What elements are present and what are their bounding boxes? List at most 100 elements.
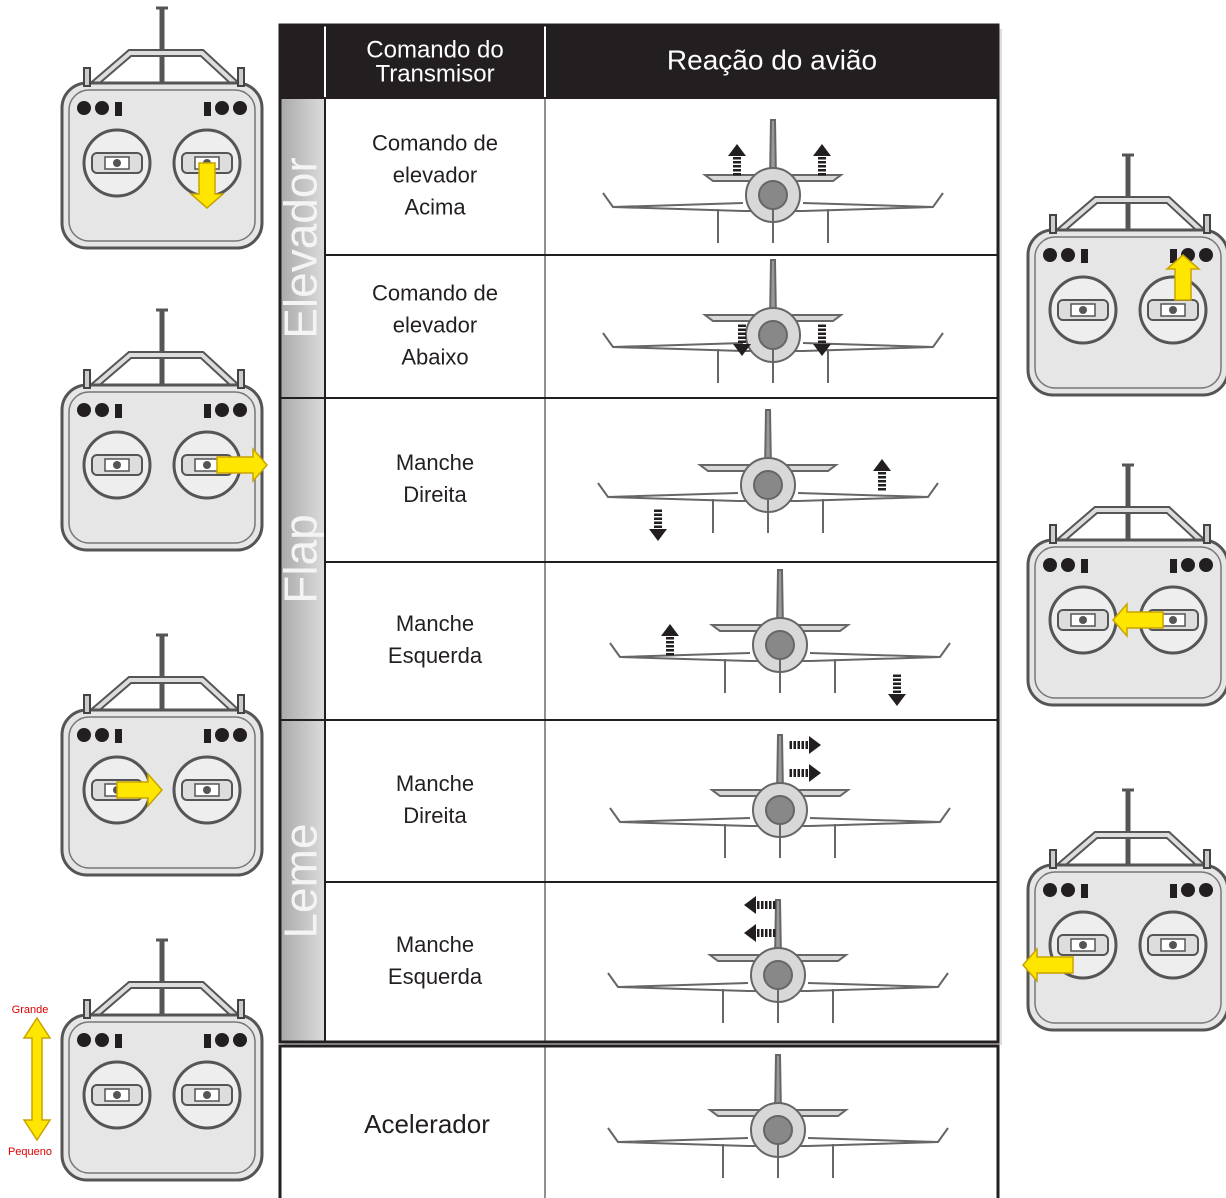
arrow-stripe	[805, 769, 808, 777]
engine	[765, 630, 795, 660]
knob	[1061, 558, 1075, 572]
command-text: Comando de	[372, 130, 498, 155]
transmitter	[60, 6, 264, 250]
handle	[1051, 198, 1210, 239]
command-text: Manche	[396, 450, 474, 475]
transmitter	[1026, 153, 1226, 397]
command-text: elevador	[393, 312, 477, 337]
engine	[765, 795, 795, 825]
body-inner	[68, 1021, 256, 1174]
arrow-stripe	[818, 324, 826, 327]
row-cell	[324, 881, 999, 1043]
stick	[113, 1091, 121, 1099]
header-command: Transmisor	[375, 60, 494, 87]
arrow-head	[733, 344, 751, 356]
group-label: Elevador	[275, 157, 327, 339]
arrow-head	[809, 736, 821, 754]
arrow-stripe	[666, 637, 674, 640]
arrow-head	[728, 144, 746, 156]
switch	[83, 369, 91, 389]
command-text: Manche	[396, 771, 474, 796]
throttle-high: Grande	[12, 1004, 49, 1016]
switch-block	[1081, 884, 1088, 898]
switch-block	[204, 404, 211, 418]
motion-arrow	[728, 144, 746, 176]
arrow-stripe	[789, 741, 792, 749]
arrow-stripe	[761, 901, 764, 909]
body-inner	[68, 716, 256, 869]
handle	[85, 353, 244, 394]
handle	[1051, 833, 1210, 874]
switch	[83, 694, 91, 714]
motion-arrow	[789, 764, 821, 782]
engine	[758, 180, 788, 210]
stick	[1079, 306, 1087, 314]
knob	[1199, 558, 1213, 572]
motion-arrow	[888, 674, 906, 706]
row-cell	[324, 397, 999, 563]
engine	[753, 470, 783, 500]
knob	[95, 403, 109, 417]
arrow	[1112, 602, 1164, 638]
arrow-stripe	[818, 332, 826, 335]
arrow-stripe	[793, 769, 796, 777]
throttle-row	[278, 1044, 1000, 1198]
arrow-stripe	[666, 645, 674, 648]
knob	[233, 728, 247, 742]
arrow-head	[888, 694, 906, 706]
switch-block	[115, 729, 122, 743]
knob	[1061, 883, 1075, 897]
arrow-stripe	[818, 173, 826, 176]
stick	[1169, 941, 1177, 949]
switch	[1049, 524, 1057, 544]
knob	[233, 403, 247, 417]
stick	[203, 461, 211, 469]
arrow-stripe	[797, 769, 800, 777]
switch-block	[204, 729, 211, 743]
group-cell	[279, 397, 326, 721]
knob	[1181, 883, 1195, 897]
arrow-stripe	[818, 336, 826, 339]
switch-block	[1170, 249, 1177, 263]
switch-block	[115, 404, 122, 418]
switch-block	[115, 102, 122, 116]
knob	[95, 101, 109, 115]
switch	[1203, 849, 1211, 869]
knob	[1043, 248, 1057, 262]
body-inner	[1034, 871, 1222, 1024]
knob	[1199, 248, 1213, 262]
command-text: Direita	[403, 803, 467, 828]
knob	[1181, 558, 1195, 572]
arrow-stripe	[878, 480, 886, 483]
knob	[215, 728, 229, 742]
throttle-command: Acelerador	[364, 1109, 490, 1139]
switch-block	[1081, 249, 1088, 263]
stick	[1079, 941, 1087, 949]
motion-arrow	[744, 924, 776, 942]
arrow-stripe	[878, 484, 886, 487]
arrow-stripe	[878, 472, 886, 475]
arrow-stripe	[773, 901, 776, 909]
switch	[1203, 214, 1211, 234]
knob	[77, 728, 91, 742]
arrow	[116, 772, 163, 808]
command-text: Manche	[396, 932, 474, 957]
switch	[1049, 849, 1057, 869]
arrow-stripe	[773, 929, 776, 937]
arrow-stripe	[654, 525, 662, 528]
arrow-stripe	[765, 929, 768, 937]
handle	[85, 51, 244, 92]
motion-arrow	[649, 509, 667, 541]
arrow-stripe	[765, 901, 768, 909]
airplane	[607, 1054, 949, 1178]
knob	[1043, 883, 1057, 897]
arrow-stripe	[654, 513, 662, 516]
arrow-stripe	[733, 173, 741, 176]
arrow-head	[661, 624, 679, 636]
arrow-stripe	[789, 769, 792, 777]
arrow-stripe	[878, 488, 886, 491]
switch-block	[1170, 884, 1177, 898]
knob	[1061, 248, 1075, 262]
stick-arrow	[1112, 602, 1164, 638]
